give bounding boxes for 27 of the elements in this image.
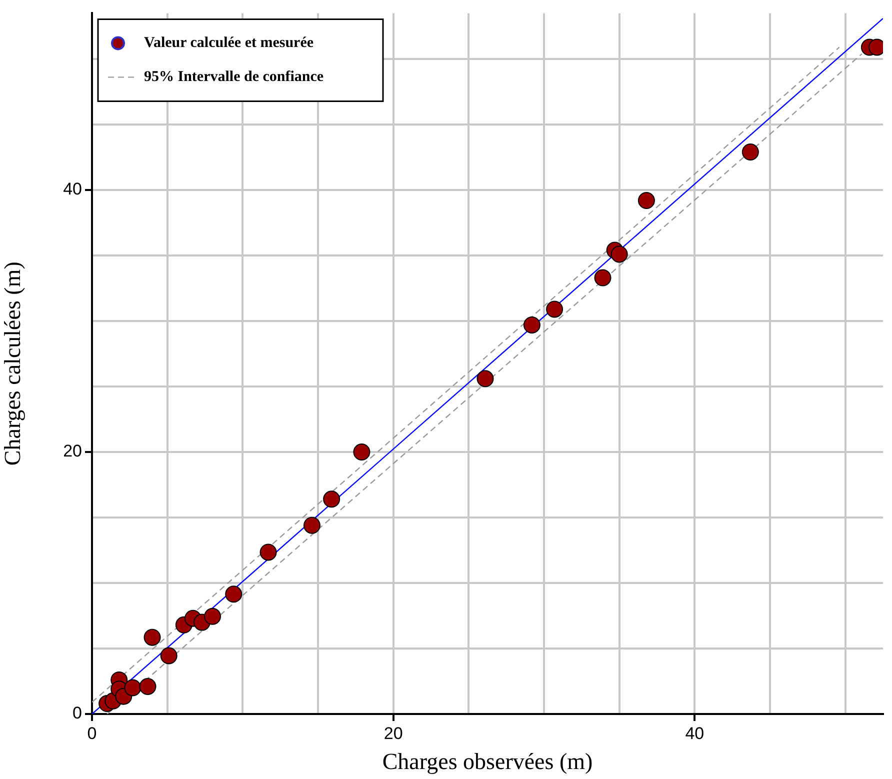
x-tick-label: 40 (685, 724, 704, 743)
point (638, 192, 655, 210)
point (546, 300, 564, 318)
point (139, 678, 156, 695)
legend-label: Valeur calculée et mesurée (144, 35, 314, 52)
point (160, 647, 178, 664)
point (144, 628, 161, 646)
y-tick-label: 0 (72, 704, 82, 723)
point (476, 370, 494, 388)
y-tick-label: 40 (63, 180, 82, 199)
y-tick-label: 20 (63, 442, 82, 461)
point (204, 608, 222, 625)
x-tick-label: 20 (384, 724, 403, 743)
point (323, 490, 340, 508)
point (353, 444, 370, 461)
y-axis-title: Charges calculées (m) (0, 262, 25, 466)
point (225, 586, 242, 603)
legend-label: 95% Intervalle de confiance (144, 69, 324, 86)
point (260, 544, 277, 561)
point (303, 516, 320, 534)
x-axis-title: Charges observées (m) (382, 749, 593, 774)
point (610, 246, 628, 263)
x-tick-label: 0 (87, 724, 97, 743)
point (124, 679, 142, 696)
point (594, 269, 612, 286)
point (742, 144, 759, 161)
point (523, 316, 540, 334)
